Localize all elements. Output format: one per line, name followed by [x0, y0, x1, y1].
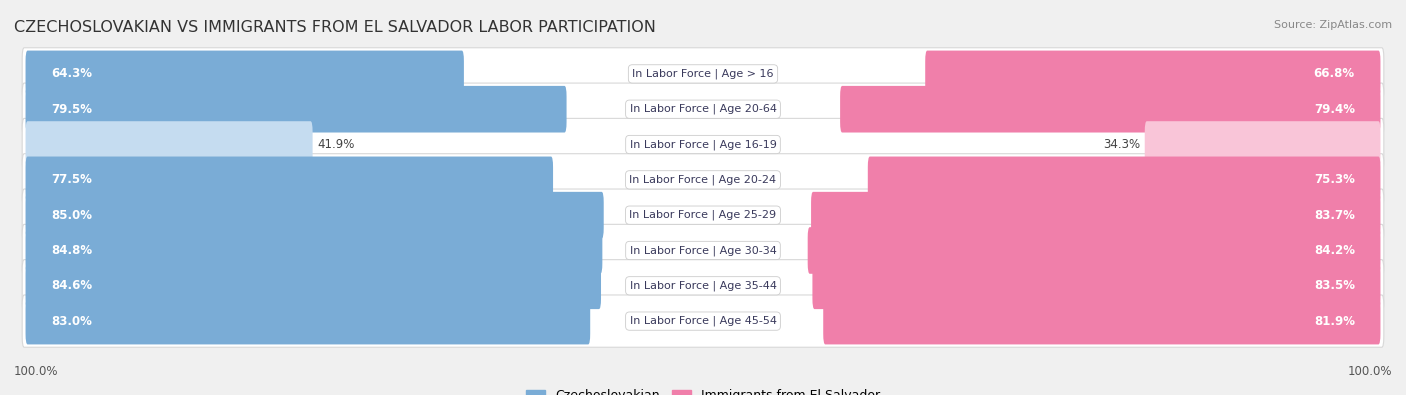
FancyBboxPatch shape: [25, 227, 602, 274]
Text: In Labor Force | Age > 16: In Labor Force | Age > 16: [633, 69, 773, 79]
Text: In Labor Force | Age 30-34: In Labor Force | Age 30-34: [630, 245, 776, 256]
Text: 34.3%: 34.3%: [1102, 138, 1140, 151]
Text: 75.3%: 75.3%: [1315, 173, 1355, 186]
Text: In Labor Force | Age 25-29: In Labor Force | Age 25-29: [630, 210, 776, 220]
FancyBboxPatch shape: [25, 121, 312, 168]
FancyBboxPatch shape: [824, 298, 1381, 344]
FancyBboxPatch shape: [25, 298, 591, 344]
Text: 83.7%: 83.7%: [1315, 209, 1355, 222]
FancyBboxPatch shape: [868, 156, 1381, 203]
Text: 84.8%: 84.8%: [51, 244, 93, 257]
FancyBboxPatch shape: [807, 227, 1381, 274]
FancyBboxPatch shape: [811, 192, 1381, 239]
Text: 100.0%: 100.0%: [1347, 365, 1392, 378]
FancyBboxPatch shape: [22, 48, 1384, 100]
FancyBboxPatch shape: [813, 263, 1381, 309]
FancyBboxPatch shape: [25, 51, 464, 97]
Text: 100.0%: 100.0%: [14, 365, 59, 378]
FancyBboxPatch shape: [25, 263, 600, 309]
FancyBboxPatch shape: [22, 295, 1384, 347]
FancyBboxPatch shape: [1144, 121, 1381, 168]
FancyBboxPatch shape: [22, 260, 1384, 312]
Text: 85.0%: 85.0%: [51, 209, 93, 222]
Text: 84.6%: 84.6%: [51, 279, 93, 292]
FancyBboxPatch shape: [22, 83, 1384, 135]
Text: 84.2%: 84.2%: [1313, 244, 1355, 257]
FancyBboxPatch shape: [841, 86, 1381, 132]
Text: In Labor Force | Age 20-64: In Labor Force | Age 20-64: [630, 104, 776, 115]
Text: 79.4%: 79.4%: [1313, 103, 1355, 116]
FancyBboxPatch shape: [25, 156, 553, 203]
Text: Source: ZipAtlas.com: Source: ZipAtlas.com: [1274, 20, 1392, 30]
Text: 66.8%: 66.8%: [1313, 68, 1355, 81]
Text: 83.5%: 83.5%: [1313, 279, 1355, 292]
Text: 81.9%: 81.9%: [1313, 314, 1355, 327]
FancyBboxPatch shape: [25, 192, 603, 239]
FancyBboxPatch shape: [22, 118, 1384, 171]
FancyBboxPatch shape: [925, 51, 1381, 97]
FancyBboxPatch shape: [22, 224, 1384, 276]
Text: 64.3%: 64.3%: [51, 68, 93, 81]
Text: 41.9%: 41.9%: [318, 138, 354, 151]
FancyBboxPatch shape: [22, 189, 1384, 241]
Text: In Labor Force | Age 20-24: In Labor Force | Age 20-24: [630, 175, 776, 185]
Text: In Labor Force | Age 45-54: In Labor Force | Age 45-54: [630, 316, 776, 326]
Text: In Labor Force | Age 16-19: In Labor Force | Age 16-19: [630, 139, 776, 150]
FancyBboxPatch shape: [25, 86, 567, 132]
Text: In Labor Force | Age 35-44: In Labor Force | Age 35-44: [630, 280, 776, 291]
Text: 77.5%: 77.5%: [51, 173, 91, 186]
Text: 83.0%: 83.0%: [51, 314, 91, 327]
Text: CZECHOSLOVAKIAN VS IMMIGRANTS FROM EL SALVADOR LABOR PARTICIPATION: CZECHOSLOVAKIAN VS IMMIGRANTS FROM EL SA…: [14, 20, 657, 35]
Text: 79.5%: 79.5%: [51, 103, 93, 116]
FancyBboxPatch shape: [22, 154, 1384, 206]
Legend: Czechoslovakian, Immigrants from El Salvador: Czechoslovakian, Immigrants from El Salv…: [522, 384, 884, 395]
